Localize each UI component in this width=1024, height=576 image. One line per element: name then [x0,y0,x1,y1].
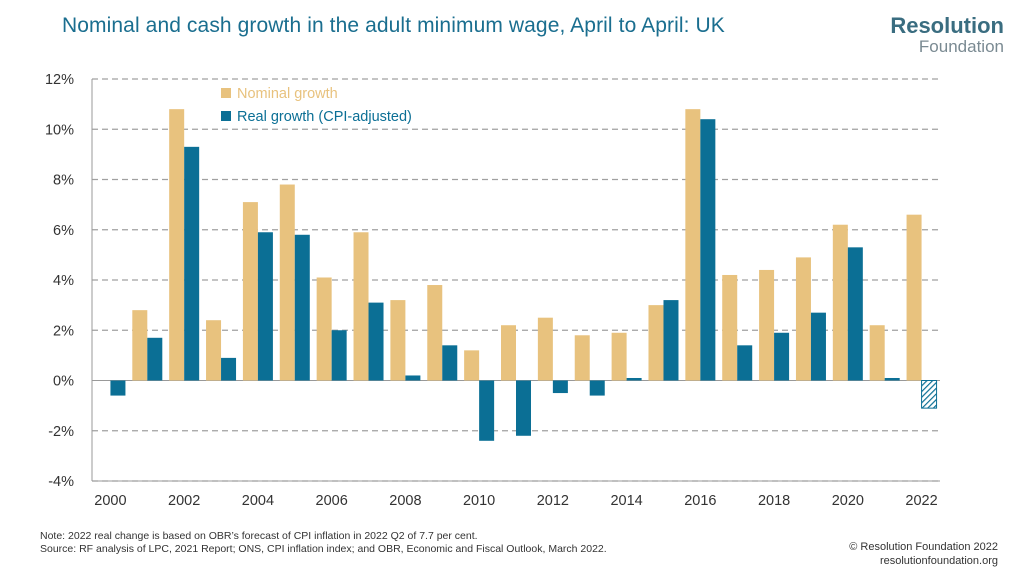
bar-nominal-2011 [501,325,516,381]
bar-nominal-2019 [795,257,811,381]
x-tick-label: 2010 [463,493,495,509]
bar-nominal-2009 [427,285,443,381]
y-tick-label: 6% [53,223,74,239]
x-tick-label: 2000 [94,493,126,509]
bar-nominal-2018 [759,269,775,381]
footer-credits: © Resolution Foundation 2022 resolutionf… [849,540,998,568]
bar-nominal-2006 [316,277,332,381]
bar-real-2003 [221,357,237,381]
legend-swatch-0 [221,88,231,98]
bar-nominal-2020 [832,224,848,381]
footer-source-text: Source: RF analysis of LPC, 2021 Report;… [40,543,607,555]
x-tick-label: 2004 [242,493,274,509]
bar-real-2017 [737,345,753,381]
tick-labels: 12% 10% 8% 6% 4% 2% 0% -2% -4% 2000 2002 2004 2006 20… [45,72,938,509]
bars [110,109,938,441]
bar-real-2022 [921,380,938,409]
bar-real-2000 [110,380,126,396]
x-tick-label: 2020 [832,493,864,509]
y-tick-label: 10% [45,122,74,138]
legend-label-0: Nominal growth [237,86,338,102]
bar-real-2002 [184,146,200,381]
bar-real-2021 [884,377,900,381]
legend-swatch-1 [221,111,231,121]
x-tick-label: 2014 [610,493,642,509]
bar-real-2018 [774,332,790,381]
bar-real-2013 [589,380,605,396]
bar-nominal-2001 [132,310,148,381]
bar-nominal-2021 [869,325,885,381]
bar-real-2019 [810,312,826,381]
logo-line-foundation: Foundation [918,37,1004,56]
x-tick-label: 2006 [316,493,348,509]
legend: Nominal growth Real growth (CPI-adjusted) [221,86,412,125]
resolution-foundation-logo: Resolution Foundation [890,13,1004,56]
logo-line-resolution: Resolution [890,13,1004,38]
x-tick-label: 2016 [684,493,716,509]
footer-note-text: Note: 2022 real change is based on OBR’s… [40,530,478,542]
bar-real-2012 [552,380,568,394]
website-link[interactable]: resolutionfoundation.org [879,555,998,567]
bar-nominal-2016 [685,109,701,381]
bar-real-2001 [147,337,163,381]
y-tick-label: 4% [53,273,74,289]
bar-nominal-2003 [206,320,222,381]
bar-nominal-2010 [464,350,480,381]
chart-title: Nominal and cash growth in the adult min… [62,14,725,37]
x-tick-label: 2022 [905,493,937,509]
x-tick-label: 2012 [537,493,569,509]
bar-real-2016 [700,119,716,381]
y-tick-label: 12% [45,72,74,88]
y-tick-label: 0% [53,374,74,390]
footer-notes: Note: 2022 real change is based on OBR’s… [40,530,607,556]
bar-nominal-2004 [242,202,258,381]
bar-real-2004 [257,232,273,381]
bar-nominal-2022 [906,214,922,381]
bar-real-2008 [405,375,421,381]
y-tick-label: 8% [53,173,74,189]
x-tick-label: 2008 [389,493,421,509]
bar-real-2020 [847,247,863,381]
bar-nominal-2017 [722,274,738,381]
bar-real-2007 [368,302,384,381]
y-tick-label: -4% [48,474,74,490]
y-tick-label: -2% [48,424,74,440]
bar-nominal-2002 [169,109,185,381]
bar-real-2011 [516,380,531,436]
bar-real-2015 [663,300,679,381]
bar-real-2010 [479,380,495,441]
bar-nominal-2013 [574,335,590,381]
legend-label-1: Real growth (CPI-adjusted) [237,109,412,125]
bar-nominal-2008 [390,300,406,381]
bar-real-2006 [331,330,347,381]
copyright-text: © Resolution Foundation 2022 [849,541,998,553]
bar-nominal-2007 [353,232,369,381]
bar-nominal-2005 [279,184,295,381]
bar-real-2014 [626,377,642,381]
x-tick-label: 2018 [758,493,790,509]
bar-nominal-2014 [611,332,627,381]
bar-real-2005 [294,234,310,381]
bar-real-2009 [442,345,458,381]
x-tick-label: 2002 [168,493,200,509]
y-tick-label: 2% [53,323,74,339]
bar-nominal-2015 [648,305,664,381]
bar-nominal-2012 [537,317,553,381]
